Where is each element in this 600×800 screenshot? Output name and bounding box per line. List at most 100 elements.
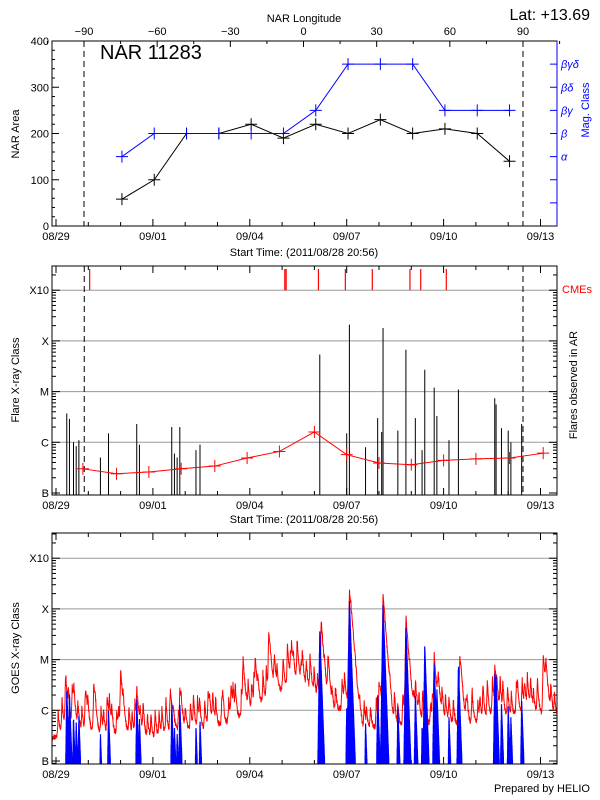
- y2-tick-label: βδ: [560, 82, 574, 94]
- y2-tick-label: α: [561, 152, 568, 164]
- x-axis-label-2: Start Time: (2011/08/28 20:56): [230, 514, 378, 526]
- mean-flux-point: [340, 448, 353, 461]
- nar-area-point: [148, 173, 161, 186]
- y2-tick-label: βγ: [560, 105, 574, 117]
- mean-flux-point: [110, 467, 123, 480]
- mag-class-point: [471, 104, 484, 117]
- nar-area-point: [438, 122, 451, 135]
- x-tick-label: 09/04: [236, 231, 264, 243]
- top-tick-label: −90: [75, 26, 94, 38]
- y2-tick-label: βγδ: [560, 59, 580, 71]
- x-tick-label: 09/13: [527, 500, 555, 512]
- mean-flux-point: [469, 452, 482, 465]
- mag-class-point: [309, 104, 322, 117]
- mag-class-point: [438, 104, 451, 117]
- x-tick-label: 09/13: [527, 769, 555, 781]
- y-tick-label: M: [40, 387, 49, 399]
- mag-class-point: [406, 58, 419, 71]
- y2-axis-label-mag: Mag. Class: [580, 82, 592, 138]
- mean-flux-point: [537, 447, 550, 460]
- y-tick-label: X10: [29, 553, 49, 565]
- top-tick-label: 60: [444, 26, 456, 38]
- nar-area-point: [309, 118, 322, 131]
- x-tick-label: 08/29: [42, 231, 70, 243]
- mean-flux-point: [175, 462, 188, 475]
- top-tick-label: 30: [371, 26, 383, 38]
- top-tick-label: 0: [300, 26, 306, 38]
- nar-area-point: [374, 113, 387, 126]
- nar-area-point: [471, 127, 484, 140]
- mean-flux-point: [142, 465, 155, 478]
- y-tick-label: 100: [31, 175, 49, 187]
- x-tick-label: 09/01: [139, 500, 167, 512]
- nar-area-point: [115, 193, 128, 206]
- mean-flux-point: [208, 460, 221, 473]
- x-tick-label: 09/04: [236, 500, 264, 512]
- mag-class-point: [115, 150, 128, 163]
- top-axis-title: NAR Longitude: [267, 13, 342, 25]
- mag-class-point: [212, 127, 225, 140]
- x-tick-label: 09/10: [430, 769, 458, 781]
- mean-flux-point: [241, 452, 254, 465]
- x-tick-label: 09/07: [333, 500, 361, 512]
- x-tick-label: 09/07: [333, 769, 361, 781]
- y-axis-label-goes-class: GOES X-ray Class: [10, 602, 22, 694]
- mean-flux-point: [76, 462, 89, 475]
- y-tick-label: 0: [43, 221, 49, 233]
- panel-title: NAR 11283: [100, 42, 202, 64]
- x-tick-label: 08/29: [42, 769, 70, 781]
- mean-flux-line: [82, 431, 544, 475]
- flare-panel-frame: [51, 265, 558, 496]
- y-tick-label: B: [42, 756, 49, 768]
- y-tick-label: C: [41, 705, 49, 717]
- mag-class-point: [342, 58, 355, 71]
- top-tick-label: −60: [148, 26, 167, 38]
- goes-flux-line: [51, 589, 558, 741]
- nar-area-point: [503, 155, 516, 168]
- y-tick-label: B: [42, 488, 49, 500]
- ar-flare-flux: [65, 600, 525, 764]
- y-tick-label: X: [42, 604, 50, 616]
- y-tick-label: 200: [31, 129, 49, 141]
- mag-class-point: [277, 127, 290, 140]
- mean-flux-point: [373, 457, 385, 470]
- y-axis-label-area: NAR Area: [10, 109, 22, 159]
- x-axis-label-1: Start Time: (2011/08/28 20:56): [230, 247, 378, 259]
- y2-axis-label-flares: Flares observed in AR: [568, 331, 580, 439]
- x-tick-label: 08/29: [42, 500, 70, 512]
- nar-area-point: [342, 127, 355, 140]
- mag-class-point: [180, 127, 193, 140]
- x-tick-label: 09/10: [430, 500, 458, 512]
- x-tick-label: 09/01: [139, 231, 167, 243]
- y-tick-label: C: [41, 437, 49, 449]
- y-tick-label: X: [42, 336, 50, 348]
- x-tick-label: 09/13: [527, 231, 555, 243]
- y-tick-label: X10: [29, 285, 49, 297]
- mean-flux-point: [503, 452, 516, 465]
- mean-flux-point: [273, 445, 286, 458]
- mean-flux-point: [308, 425, 321, 438]
- y-tick-label: M: [40, 655, 49, 667]
- mag-class-point: [148, 127, 161, 140]
- mean-flux-point: [405, 458, 418, 471]
- goes-panel-frame: [51, 532, 558, 765]
- nar-area-line: [121, 119, 510, 200]
- top-tick-label: 90: [517, 26, 529, 38]
- x-tick-label: 09/07: [333, 231, 361, 243]
- y2-tick-label: β: [560, 129, 568, 141]
- footer-credit: Prepared by HELIO: [494, 783, 590, 795]
- top-tick-label: −30: [221, 26, 240, 38]
- nar-area-point: [406, 127, 419, 140]
- x-tick-label: 09/10: [430, 231, 458, 243]
- mag-class-point: [245, 127, 258, 140]
- x-tick-label: 09/04: [236, 769, 264, 781]
- x-tick-label: 09/01: [139, 769, 167, 781]
- latitude-annotation: Lat: +13.69: [509, 7, 590, 24]
- mag-class-point: [374, 58, 387, 71]
- mag-class-point: [503, 104, 516, 117]
- cme-label: CMEs: [562, 284, 592, 296]
- y-tick-label: 400: [31, 36, 49, 48]
- y-tick-label: 300: [31, 82, 49, 94]
- mean-flux-point: [437, 454, 450, 467]
